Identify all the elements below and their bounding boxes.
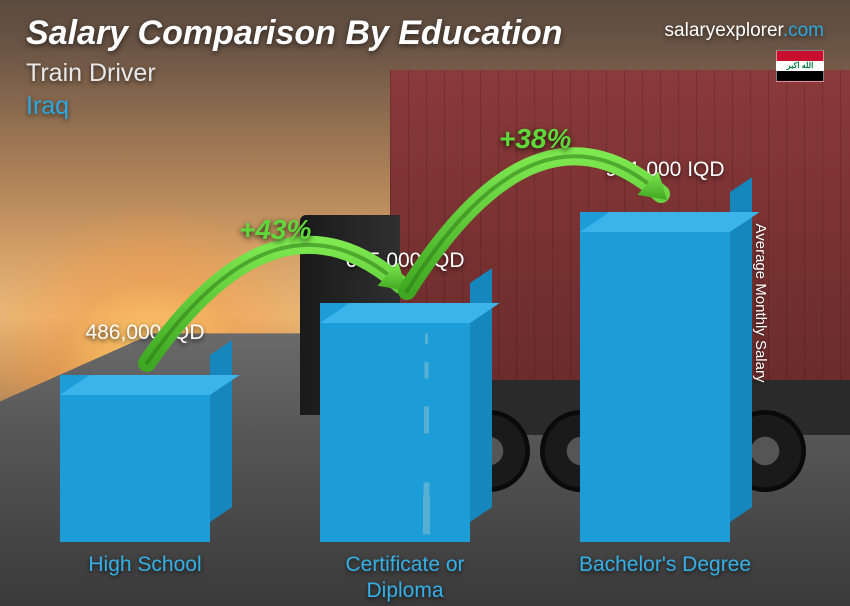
bar-category-label: High School xyxy=(45,552,245,578)
chart-country: Iraq xyxy=(26,92,563,121)
brand-domain: .com xyxy=(783,20,824,41)
header: Salary Comparison By Education Train Dri… xyxy=(26,14,563,121)
bar-group: 486,000 IQDHigh School xyxy=(60,375,240,542)
bar-category-label: Certificate or Diploma xyxy=(305,552,505,605)
bar-front xyxy=(60,375,210,542)
bar-top xyxy=(580,212,760,232)
bar-group: 961,000 IQDBachelor's Degree xyxy=(580,212,760,542)
bar-category-label: Bachelor's Degree xyxy=(565,552,765,578)
bar-group: 695,000 IQDCertificate or Diploma xyxy=(320,303,500,542)
flag-script: الله اكبر xyxy=(787,62,814,70)
bar-value-label: 695,000 IQD xyxy=(295,249,515,273)
brand-name: salaryexplorer xyxy=(665,20,783,41)
percentage-increase-label: +43% xyxy=(239,214,311,246)
chart-title: Salary Comparison By Education xyxy=(26,14,563,53)
bar-3d xyxy=(60,375,210,542)
bar-3d xyxy=(320,303,470,542)
bar-value-label: 961,000 IQD xyxy=(555,158,775,182)
bar-top xyxy=(320,303,500,323)
bar-front xyxy=(320,303,470,542)
chart-subtitle: Train Driver xyxy=(26,59,563,88)
bar-3d xyxy=(580,212,730,542)
bar-side xyxy=(210,340,232,522)
flag-icon: الله اكبر xyxy=(776,50,824,82)
percentage-increase-label: +38% xyxy=(499,123,571,155)
bar-value-label: 486,000 IQD xyxy=(35,321,255,345)
brand-logo: salaryexplorer.com xyxy=(665,20,824,42)
bar-top xyxy=(60,375,240,395)
bar-chart: 486,000 IQDHigh School 695,000 IQDCertifi… xyxy=(60,142,780,542)
bar-front xyxy=(580,212,730,542)
